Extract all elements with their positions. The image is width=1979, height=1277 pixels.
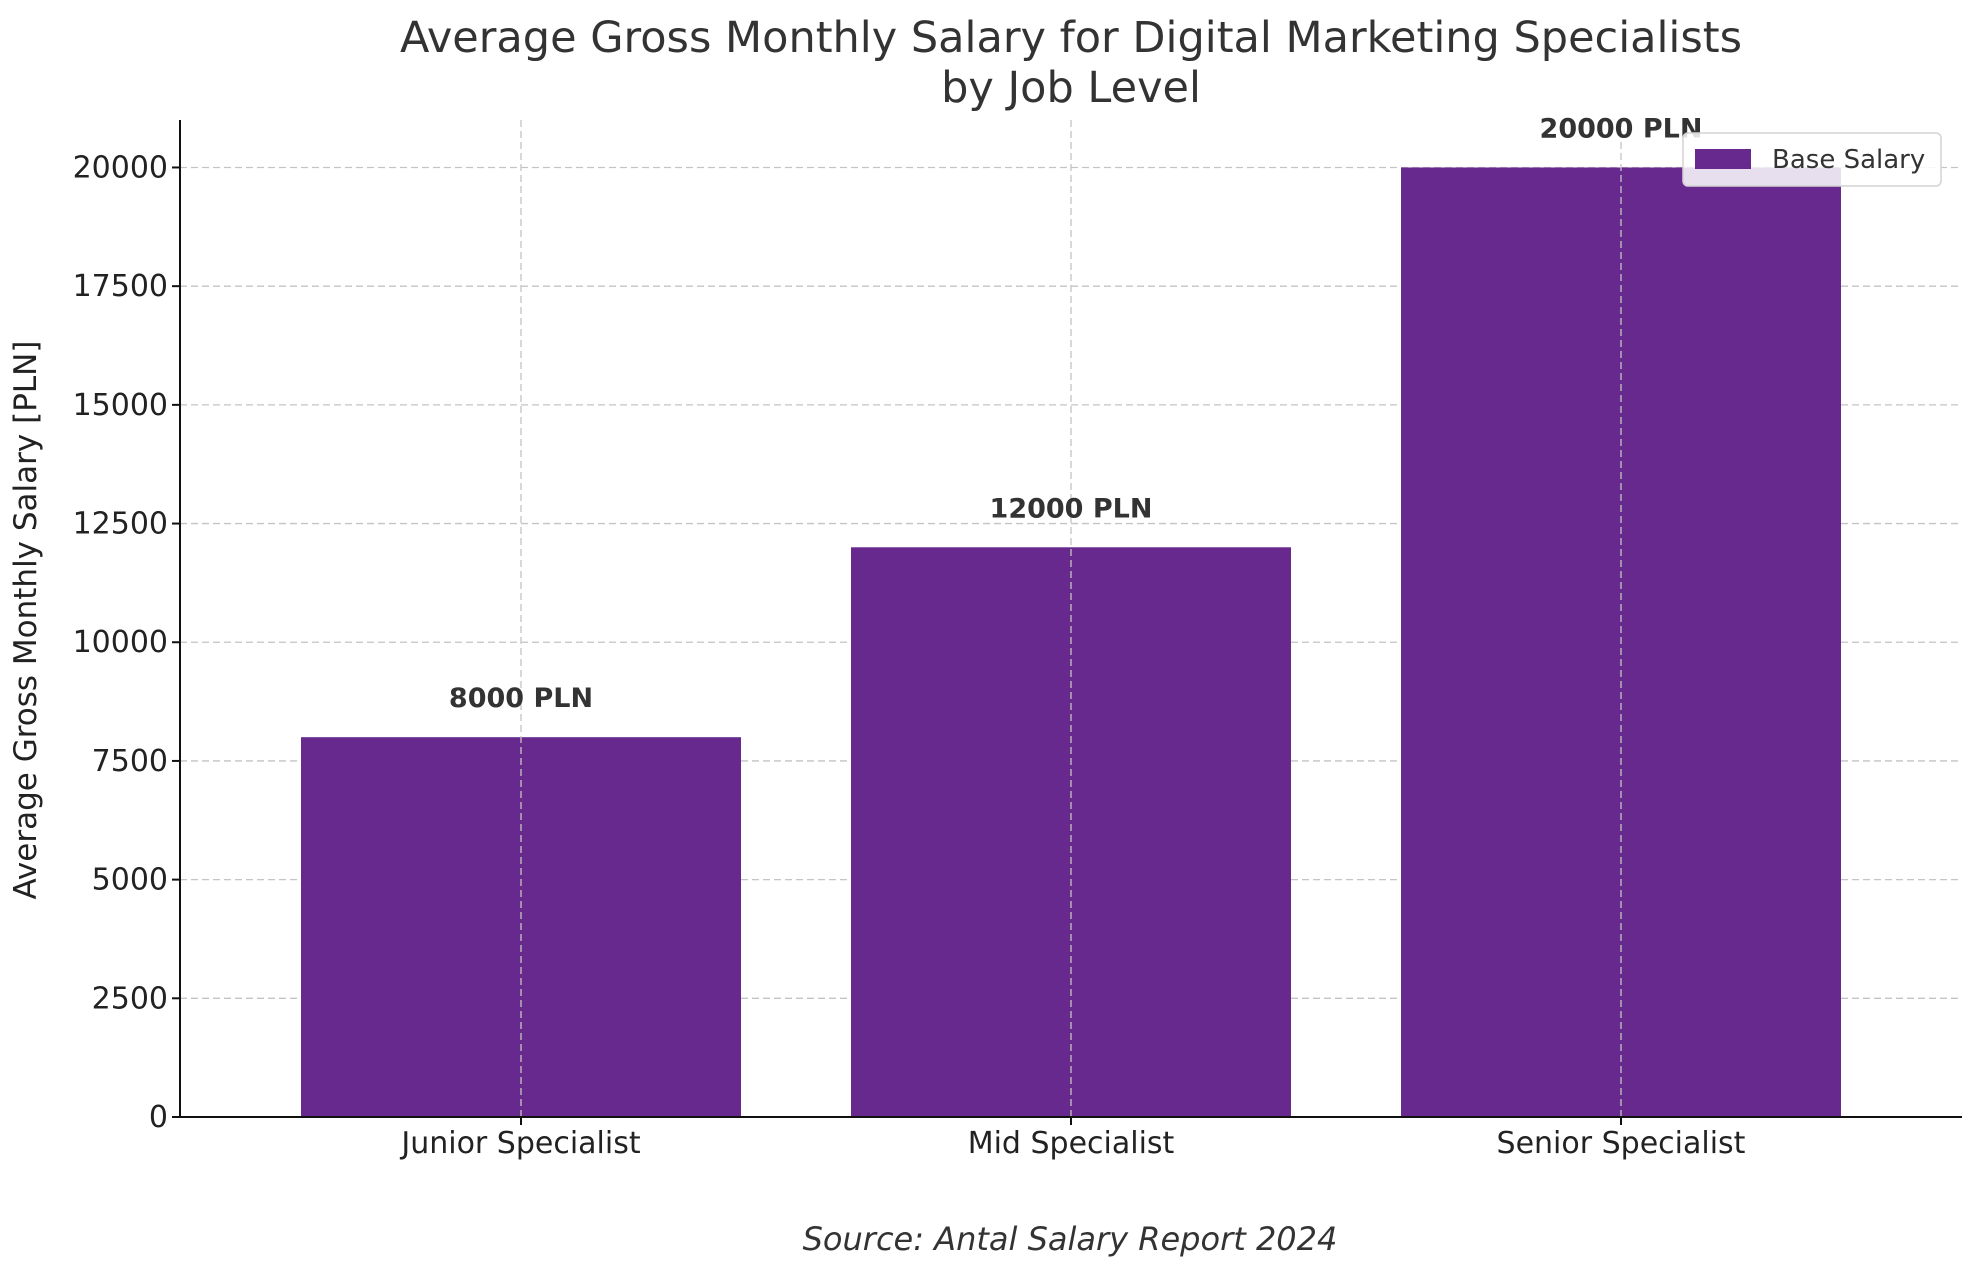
legend: Base Salary — [1682, 132, 1942, 187]
y-tick-label: 15000 — [73, 388, 168, 423]
y-tick-label: 7500 — [92, 744, 168, 779]
x-tick-label: Mid Specialist — [968, 1126, 1175, 1161]
data-labels: 8000 PLN 12000 PLN 20000 PLN — [449, 113, 1703, 714]
y-tick-label: 12500 — [73, 507, 168, 542]
source-note: Source: Antal Salary Report 2024 — [803, 1220, 1338, 1258]
x-tick-label: Junior Specialist — [399, 1126, 640, 1161]
x-tick-label: Senior Specialist — [1497, 1126, 1746, 1161]
y-tick-label: 2500 — [92, 981, 168, 1016]
legend-label: Base Salary — [1772, 145, 1925, 175]
data-label: 8000 PLN — [449, 683, 593, 714]
legend-box — [1682, 132, 1942, 187]
y-tick-label: 20000 — [73, 150, 168, 185]
y-axis-label: Average Gross Monthly Salary [PLN] — [8, 341, 44, 900]
vertical-grid-lines — [520, 120, 1622, 1117]
y-tick-label: 17500 — [73, 269, 168, 304]
chart-title: Average Gross Monthly Salary for Digital… — [400, 13, 1742, 113]
y-tick-label: 10000 — [73, 625, 168, 660]
data-label: 12000 PLN — [990, 493, 1153, 524]
chart-title-line-1: Average Gross Monthly Salary for Digital… — [400, 13, 1742, 63]
y-tick-label: 5000 — [92, 863, 168, 898]
y-tick-label: 0 — [149, 1100, 168, 1135]
x-tick-labels: Junior Specialist Mid Specialist Senior Sp… — [399, 1117, 1746, 1161]
chart-title-line-2: by Job Level — [941, 63, 1201, 113]
legend-swatch — [1695, 149, 1751, 169]
data-label: 20000 PLN — [1540, 113, 1703, 144]
y-tick-labels: 0 2500 5000 7500 10000 12500 15000 17500 20000 — [73, 150, 180, 1135]
